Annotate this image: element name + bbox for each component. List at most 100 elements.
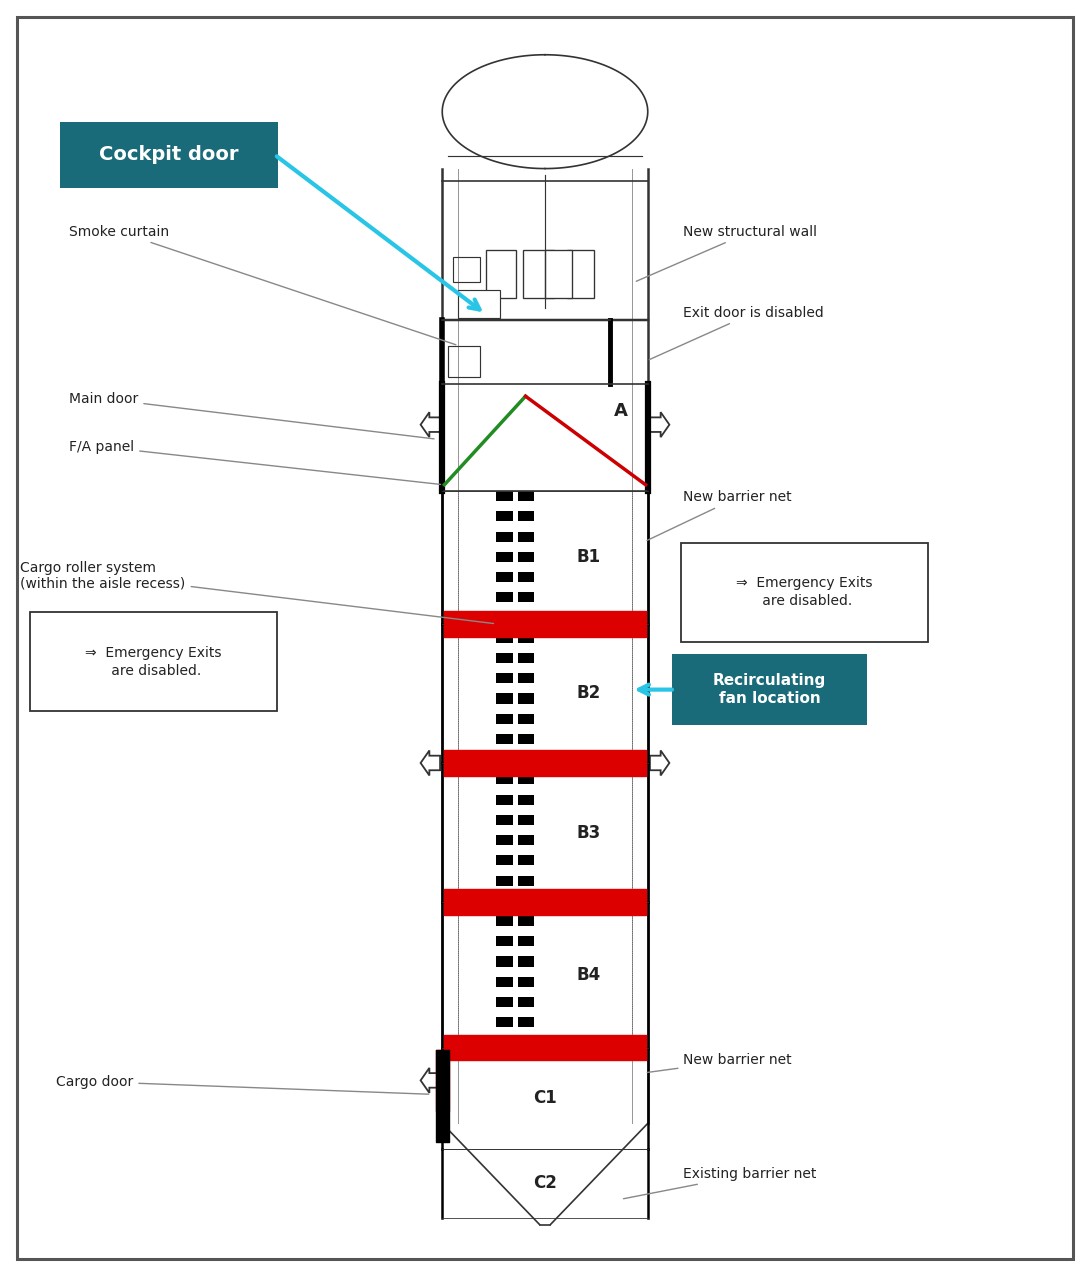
Bar [518,532,534,541]
Bar [518,1037,534,1048]
Bar [523,250,554,298]
Bar [496,633,512,643]
Bar [518,896,534,906]
Bar [496,551,512,561]
Text: B2: B2 [577,685,601,703]
FancyBboxPatch shape [681,542,928,642]
Text: Exit door is disabled: Exit door is disabled [650,306,824,360]
Bar [518,987,534,997]
Bar [496,684,512,694]
Bar [496,966,512,976]
Bar [518,784,534,794]
Bar [518,997,534,1007]
Bar [518,876,534,886]
Bar [496,805,512,815]
Bar [496,1017,512,1027]
FancyBboxPatch shape [60,122,278,187]
Bar [485,250,516,298]
Bar [518,794,534,805]
Bar [496,835,512,845]
Text: C2: C2 [533,1175,557,1193]
Bar [518,946,534,956]
Text: ⇒  Emergency Exits
      are disabled.: ⇒ Emergency Exits are disabled. [85,645,221,679]
Bar [518,502,534,512]
Bar [518,714,534,724]
Bar [496,794,512,805]
Bar [518,663,534,673]
Bar [496,704,512,714]
FancyBboxPatch shape [671,654,868,726]
Bar [496,582,512,592]
Text: Cockpit door: Cockpit door [99,145,239,164]
Bar [518,592,534,602]
Bar [496,764,512,774]
Bar [496,927,512,936]
Bar [518,825,534,835]
Bar [518,835,534,845]
Bar [518,966,534,976]
Bar [496,724,512,733]
Text: New barrier net: New barrier net [647,1053,792,1072]
Bar [496,976,512,987]
Text: Existing barrier net: Existing barrier net [623,1167,816,1199]
Bar [496,522,512,532]
Bar [496,866,512,876]
Bar [518,1017,534,1027]
Bar [496,917,512,927]
Bar [496,946,512,956]
Bar [496,714,512,724]
Bar [518,733,534,743]
Bar [496,876,512,886]
Text: A: A [614,402,628,420]
Bar [496,1027,512,1037]
Text: Smoke curtain: Smoke curtain [69,225,456,345]
Bar [496,612,512,622]
Polygon shape [421,1068,440,1094]
Bar [453,257,480,283]
Bar [518,643,534,653]
Bar [496,936,512,946]
Bar [448,346,480,377]
Bar [496,1007,512,1017]
Bar [518,774,534,784]
Bar [496,886,512,896]
Bar [518,855,534,866]
Polygon shape [650,751,669,775]
Bar [518,743,534,754]
Bar [518,1007,534,1017]
Bar [496,845,512,855]
Bar [496,643,512,653]
Bar [496,602,512,612]
Bar [518,633,534,643]
Bar [496,1037,512,1048]
Bar [496,694,512,704]
Text: ⇒  Emergency Exits
      are disabled.: ⇒ Emergency Exits are disabled. [737,577,873,608]
Bar [496,592,512,602]
Polygon shape [421,751,440,775]
Bar [518,724,534,733]
Bar [496,653,512,663]
Bar [496,502,512,512]
Bar [496,896,512,906]
Bar [518,845,534,855]
Bar [518,754,534,764]
Text: C1: C1 [533,1090,557,1108]
Bar [518,602,534,612]
Bar [518,956,534,966]
Text: B4: B4 [577,966,601,984]
Bar [518,906,534,917]
Bar [518,572,534,582]
Bar [496,784,512,794]
Bar [518,551,534,561]
FancyBboxPatch shape [31,612,277,712]
Bar [496,997,512,1007]
Bar [518,491,534,502]
Bar [518,673,534,684]
Bar [518,815,534,825]
Bar [518,522,534,532]
Text: New structural wall: New structural wall [637,225,818,281]
Bar [496,906,512,917]
Text: Cargo door: Cargo door [56,1074,428,1095]
Bar [518,704,534,714]
Bar [496,754,512,764]
